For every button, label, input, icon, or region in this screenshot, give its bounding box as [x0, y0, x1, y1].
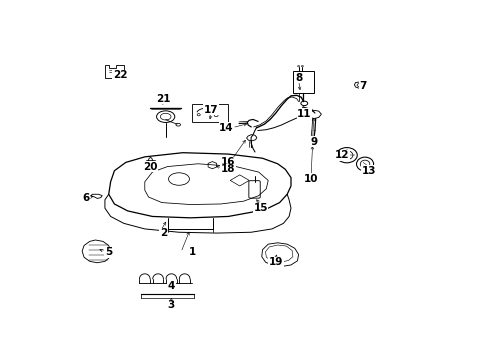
Text: 8: 8	[295, 73, 302, 83]
Text: 2: 2	[160, 228, 167, 238]
Text: 1: 1	[189, 247, 196, 257]
Text: 15: 15	[253, 203, 268, 213]
Text: 4: 4	[168, 281, 175, 291]
Text: 13: 13	[362, 166, 376, 176]
Text: 17: 17	[204, 105, 219, 115]
Text: 12: 12	[335, 150, 349, 161]
Text: 3: 3	[168, 300, 175, 310]
Text: 18: 18	[220, 164, 235, 174]
Text: 16: 16	[221, 157, 236, 167]
Text: 14: 14	[219, 123, 234, 133]
Text: 22: 22	[113, 70, 127, 80]
Text: 10: 10	[304, 174, 318, 184]
Text: 20: 20	[143, 162, 157, 172]
Text: 21: 21	[156, 94, 171, 104]
Text: 5: 5	[105, 247, 112, 257]
Text: 19: 19	[269, 257, 283, 267]
Text: 11: 11	[297, 109, 312, 119]
Text: 9: 9	[310, 136, 318, 147]
Text: 6: 6	[82, 193, 89, 203]
Text: 7: 7	[360, 81, 367, 91]
